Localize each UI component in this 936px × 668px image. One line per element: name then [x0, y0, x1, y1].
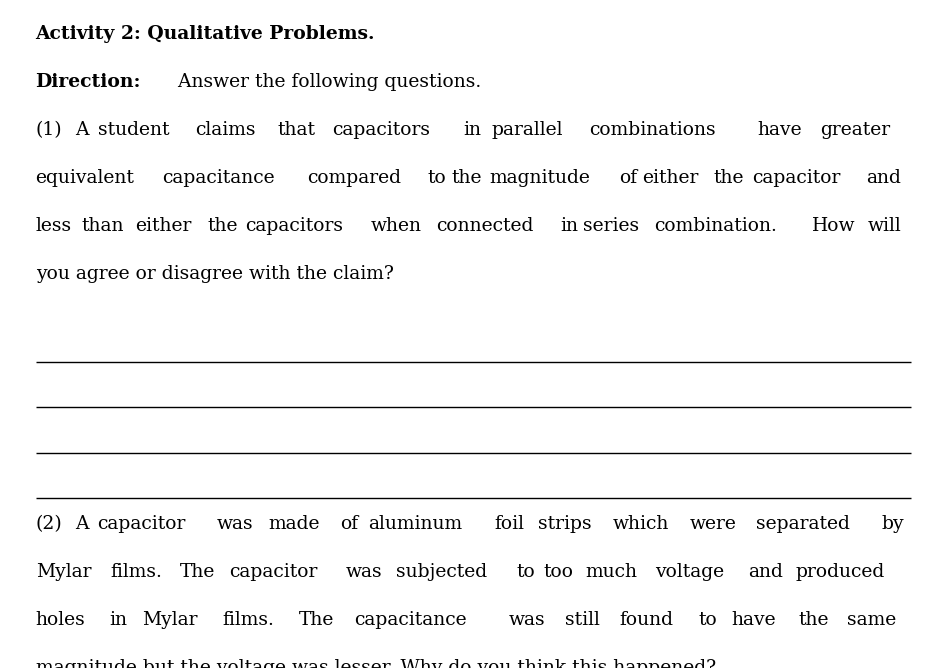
Text: have: have	[731, 611, 775, 629]
Text: the: the	[797, 611, 828, 629]
Text: strips: strips	[537, 515, 592, 533]
Text: capacitors: capacitors	[245, 217, 344, 235]
Text: and: and	[747, 563, 782, 581]
Text: was: was	[508, 611, 545, 629]
Text: too: too	[543, 563, 573, 581]
Text: capacitance: capacitance	[354, 611, 466, 629]
Text: were: were	[689, 515, 737, 533]
Text: series: series	[582, 217, 638, 235]
Text: holes: holes	[36, 611, 85, 629]
Text: student: student	[97, 121, 168, 139]
Text: The: The	[180, 563, 215, 581]
Text: equivalent: equivalent	[36, 169, 135, 187]
Text: combination.: combination.	[653, 217, 777, 235]
Text: in: in	[109, 611, 127, 629]
Text: found: found	[619, 611, 672, 629]
Text: of: of	[340, 515, 358, 533]
Text: in: in	[463, 121, 481, 139]
Text: greater: greater	[819, 121, 889, 139]
Text: How: How	[812, 217, 855, 235]
Text: to: to	[516, 563, 534, 581]
Text: Answer the following questions.: Answer the following questions.	[171, 73, 480, 91]
Text: same: same	[846, 611, 896, 629]
Text: was: was	[345, 563, 382, 581]
Text: (1): (1)	[36, 121, 62, 139]
Text: compared: compared	[307, 169, 401, 187]
Text: made: made	[269, 515, 320, 533]
Text: separated: separated	[754, 515, 848, 533]
Text: subjected: subjected	[396, 563, 487, 581]
Text: either: either	[641, 169, 697, 187]
Text: which: which	[612, 515, 668, 533]
Text: films.: films.	[110, 563, 162, 581]
Text: capacitor: capacitor	[228, 563, 316, 581]
Text: A: A	[75, 121, 88, 139]
Text: Mylar: Mylar	[36, 563, 91, 581]
Text: when: when	[371, 217, 421, 235]
Text: was: was	[216, 515, 253, 533]
Text: Activity 2: Qualitative Problems.: Activity 2: Qualitative Problems.	[36, 25, 374, 43]
Text: capacitors: capacitors	[331, 121, 430, 139]
Text: capacitor: capacitor	[752, 169, 840, 187]
Text: Direction:: Direction:	[36, 73, 141, 91]
Text: foil: foil	[494, 515, 524, 533]
Text: The: The	[299, 611, 334, 629]
Text: much: much	[585, 563, 636, 581]
Text: claims: claims	[195, 121, 255, 139]
Text: capacitor: capacitor	[97, 515, 185, 533]
Text: you agree or disagree with the claim?: you agree or disagree with the claim?	[36, 265, 393, 283]
Text: to: to	[427, 169, 446, 187]
Text: (2): (2)	[36, 515, 63, 533]
Text: produced: produced	[795, 563, 884, 581]
Text: and: and	[865, 169, 899, 187]
Text: magnitude but the voltage was lesser. Why do you think this happened?: magnitude but the voltage was lesser. Wh…	[36, 659, 715, 668]
Text: still: still	[564, 611, 599, 629]
Text: capacitance: capacitance	[162, 169, 275, 187]
Text: parallel: parallel	[491, 121, 563, 139]
Text: either: either	[135, 217, 191, 235]
Text: will: will	[867, 217, 900, 235]
Text: the: the	[713, 169, 743, 187]
Text: that: that	[278, 121, 315, 139]
Text: Mylar: Mylar	[141, 611, 197, 629]
Text: combinations: combinations	[589, 121, 715, 139]
Text: magnitude: magnitude	[490, 169, 590, 187]
Text: have: have	[757, 121, 801, 139]
Text: the: the	[207, 217, 237, 235]
Text: aluminum: aluminum	[368, 515, 461, 533]
Text: A: A	[75, 515, 89, 533]
Text: voltage: voltage	[655, 563, 724, 581]
Text: less: less	[36, 217, 72, 235]
Text: the: the	[450, 169, 481, 187]
Text: of: of	[619, 169, 636, 187]
Text: to: to	[697, 611, 716, 629]
Text: in: in	[560, 217, 578, 235]
Text: than: than	[81, 217, 124, 235]
Text: by: by	[881, 515, 903, 533]
Text: connected: connected	[435, 217, 533, 235]
Text: films.: films.	[223, 611, 274, 629]
